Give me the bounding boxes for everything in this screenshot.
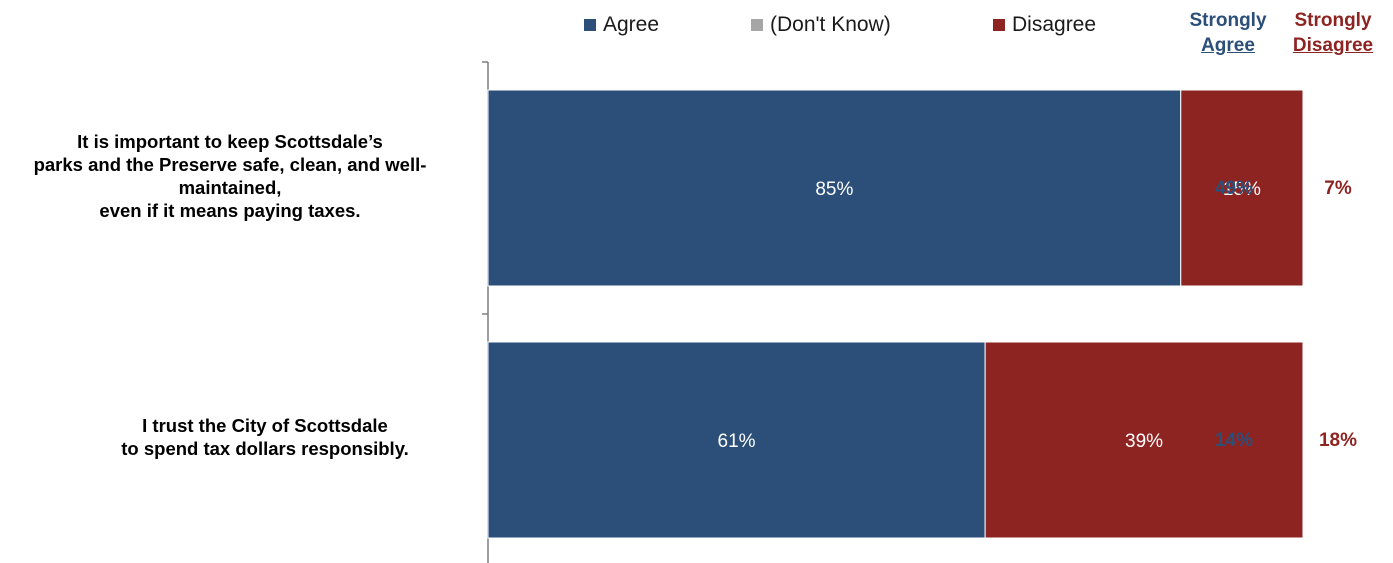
legend-label-agree: Agree: [603, 13, 660, 36]
data-label-disagree-1: 15%: [1223, 179, 1261, 200]
category-label-1-line: parks and the Preserve safe, clean, and …: [33, 154, 427, 175]
data-label-disagree-2: 39%: [1125, 431, 1163, 452]
legend-disagree: Disagree: [993, 13, 1096, 37]
strongly-disagree-value-1: 7%: [1324, 178, 1352, 199]
category-label-1-line: It is important to keep Scottsdale’s: [77, 131, 383, 152]
bar-disagree-1: [1180, 89, 1304, 287]
header-strongly-disagree-line2: Disagree: [1292, 35, 1374, 56]
category-label-2: I trust the City of Scottsdale to spend …: [65, 414, 465, 460]
bar-disagree-2: [984, 341, 1304, 539]
category-label-2-line: to spend tax dollars responsibly.: [121, 438, 409, 459]
strongly-agree-value-2: 14%: [1214, 430, 1254, 451]
data-label-agree-2: 61%: [718, 431, 756, 452]
category-label-1-line: maintained,: [178, 177, 282, 198]
strongly-disagree-value-2: 18%: [1318, 430, 1358, 451]
strongly-agree-value-1: 49%: [1214, 178, 1254, 199]
category-label-2-line: I trust the City of Scottsdale: [142, 415, 388, 436]
data-label-agree-1: 85%: [815, 179, 853, 200]
bar-agree-1: [487, 89, 1182, 287]
bar-agree-2: [487, 341, 986, 539]
header-strongly-agree-line2: Agree: [1201, 35, 1255, 56]
header-strongly-disagree-line1: Strongly: [1294, 10, 1372, 31]
legend-label-dont-know: (Don't Know): [770, 13, 891, 36]
legend-swatch-agree: [584, 19, 596, 31]
legend-label-disagree: Disagree: [1012, 13, 1097, 36]
category-label-1: It is important to keep Scottsdale’s par…: [0, 130, 465, 222]
legend-agree: Agree: [584, 13, 659, 37]
category-label-1-line: even if it means paying taxes.: [99, 200, 361, 221]
header-strongly-disagree: Strongly Disagree: [1283, 8, 1383, 58]
header-strongly-agree: Strongly Agree: [1180, 8, 1276, 58]
legend-swatch-disagree: [993, 19, 1005, 31]
legend-dont-know: (Don't Know): [751, 13, 891, 37]
legend-swatch-dont-know: [751, 19, 763, 31]
header-strongly-agree-line1: Strongly: [1189, 10, 1267, 31]
